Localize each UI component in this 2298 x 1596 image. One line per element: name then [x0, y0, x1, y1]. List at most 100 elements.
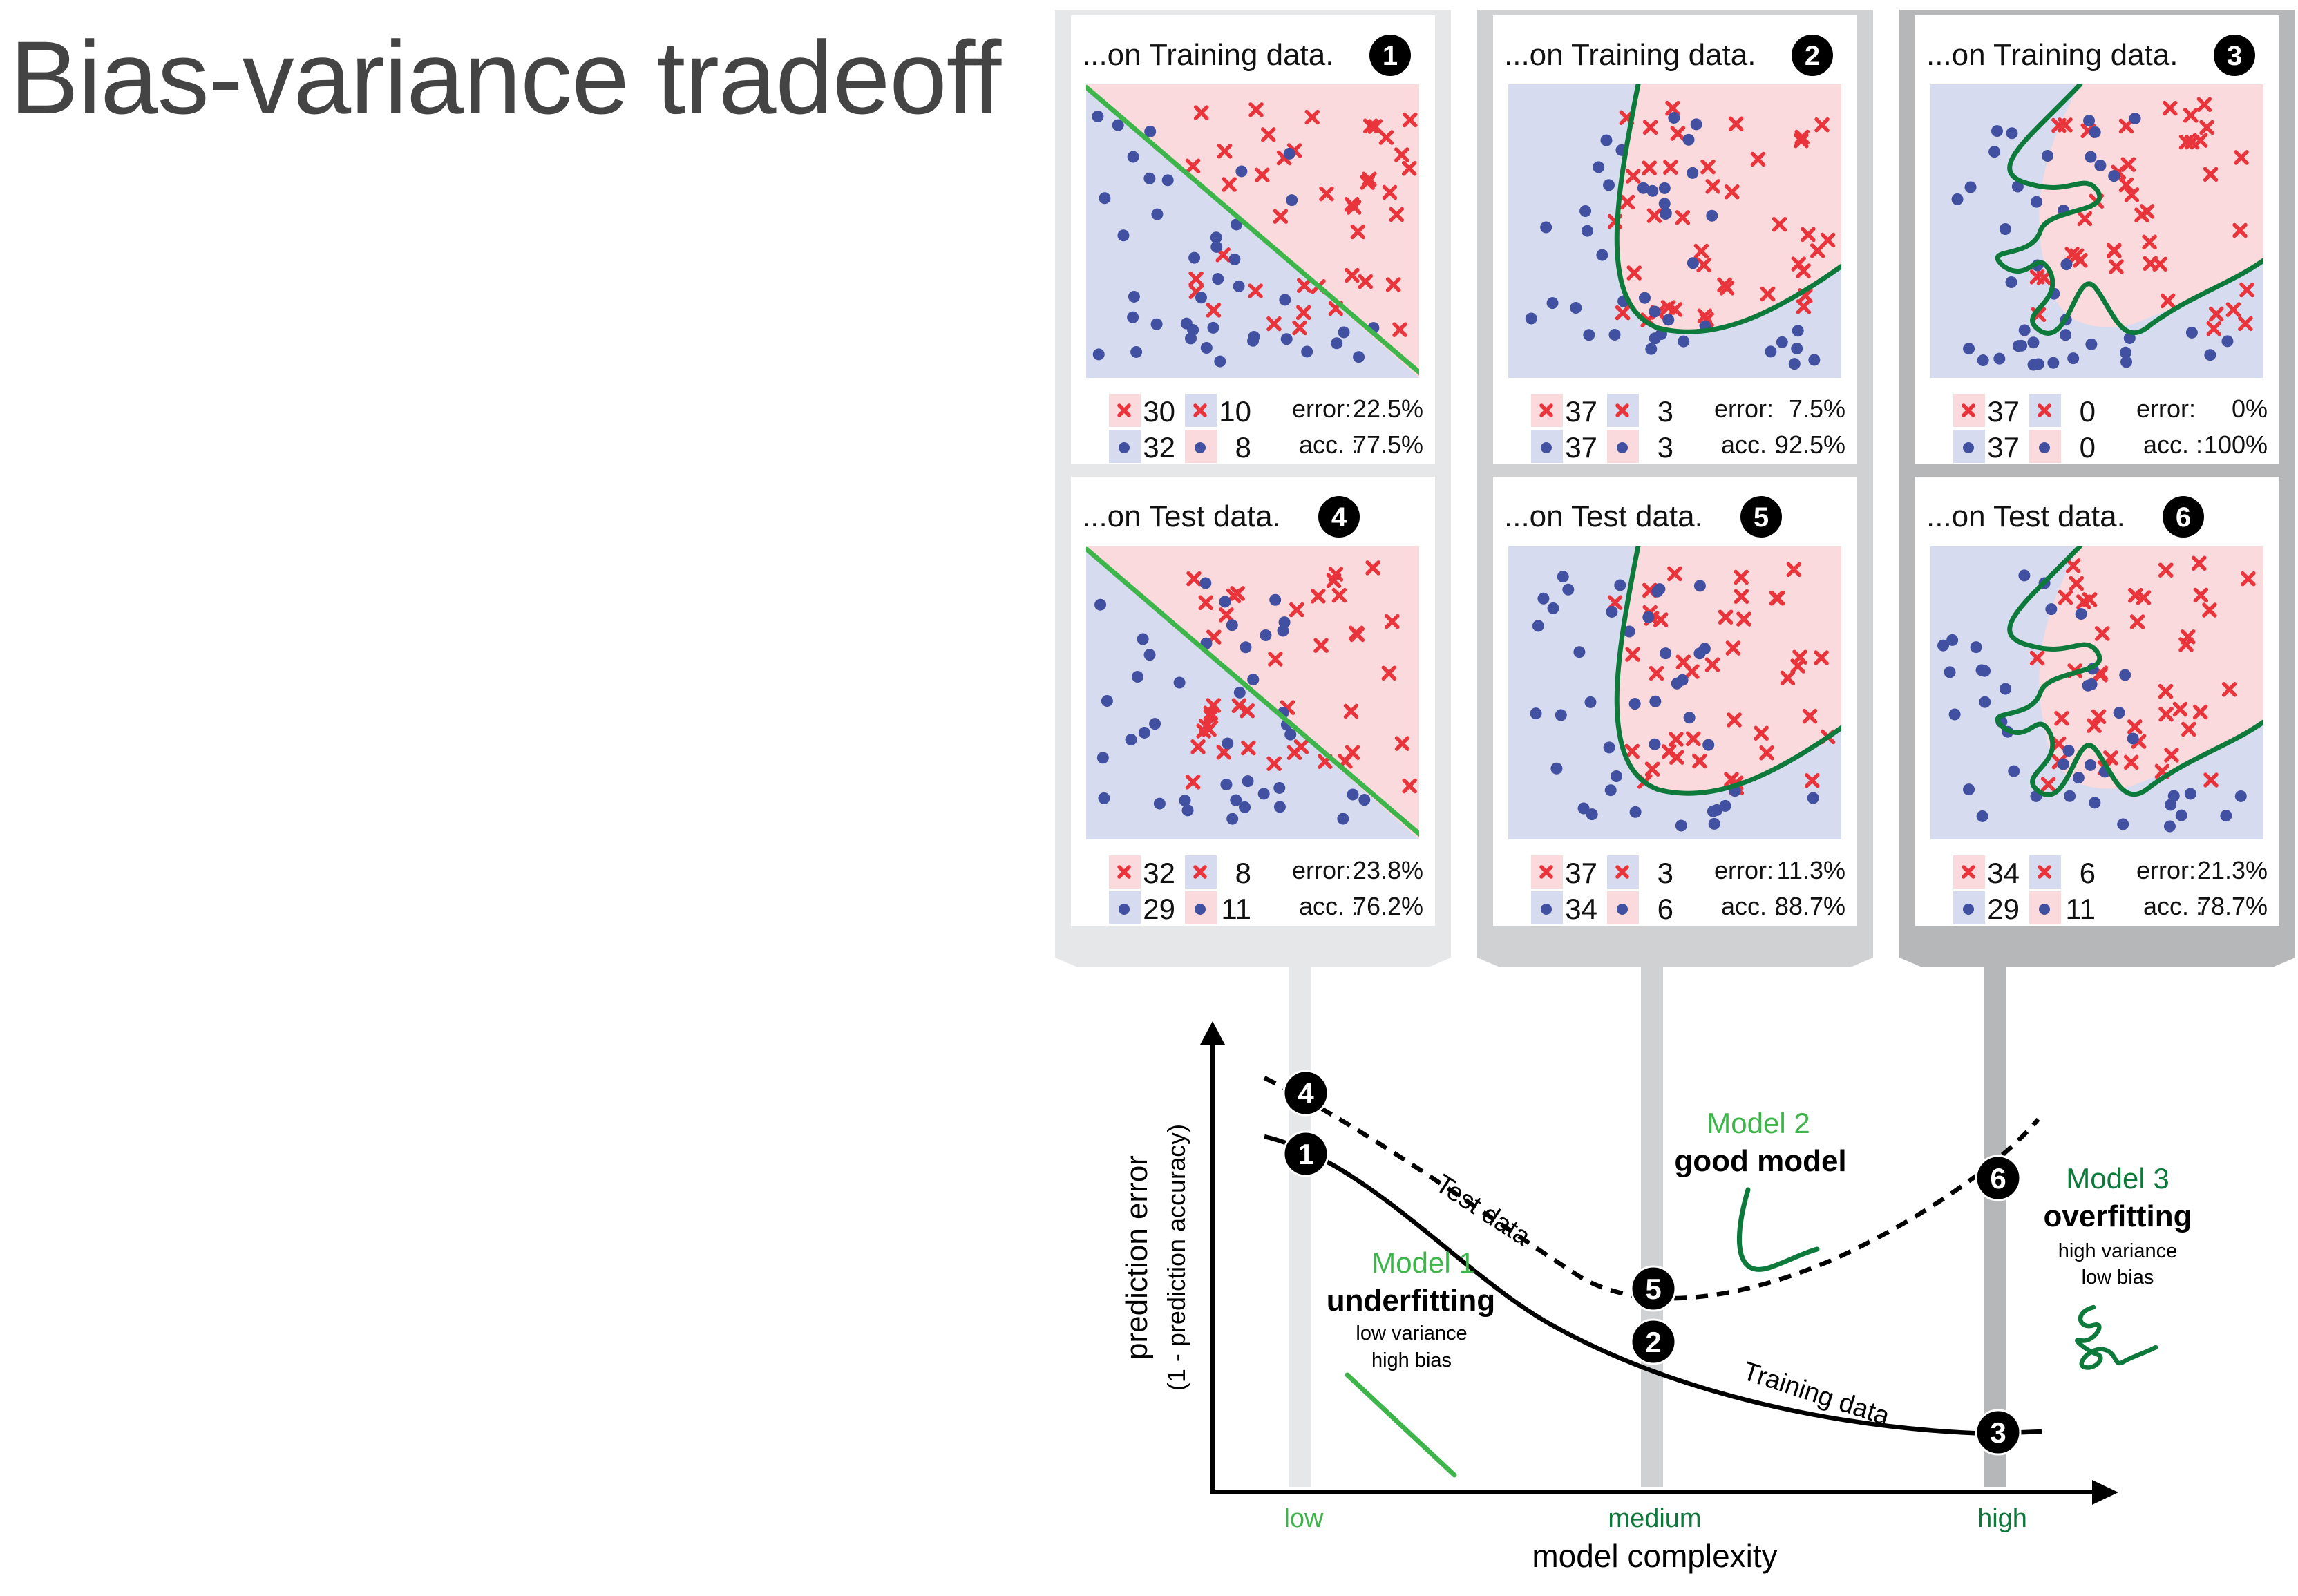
blue-dot-marker [1600, 134, 1613, 146]
red-cross-marker [2239, 282, 2254, 298]
model1-verdict: underfitting [1327, 1284, 1495, 1318]
panel-badge [1740, 496, 1782, 538]
blue-dot-marker [1603, 179, 1615, 191]
scatter-plot [1086, 84, 1419, 378]
red-cross-marker [2058, 117, 2073, 133]
panel-p1: ...on Training data. 1 30 10 32 8 error: 22.5% a… [1071, 15, 1435, 464]
data-markers [1530, 562, 1836, 832]
blue-dot-marker [1119, 442, 1130, 453]
error-value: 11.3% [1777, 856, 1845, 884]
blue-dot-marker [2027, 359, 2040, 371]
blue-dot-marker [1099, 192, 1111, 205]
cm-cell-bg-fp [1217, 394, 1254, 427]
red-cross-marker [2036, 270, 2052, 285]
blue-dot-marker [1791, 342, 1803, 354]
cm-value-fn: 11 [1221, 893, 1251, 925]
blue-dot-marker [1226, 619, 1238, 631]
blue-dot-marker [1557, 571, 1569, 583]
blue-dot-marker [1240, 641, 1252, 654]
blue-dot-marker [1112, 119, 1124, 131]
blue-dot-marker [1671, 677, 1683, 690]
blue-dot-marker [2220, 810, 2232, 822]
red-cross-marker [1734, 589, 1749, 605]
blue-dot-marker [1130, 345, 1143, 358]
model3-name: Model 3 [2066, 1162, 2169, 1195]
red-cross-marker [1539, 403, 1553, 417]
error-value: 0% [2232, 395, 2268, 423]
red-cross-marker [2124, 187, 2140, 202]
red-cross-marker [1728, 116, 1744, 132]
blue-dot-marker [1603, 741, 1615, 754]
blue-dot-marker [1096, 752, 1109, 764]
red-cross-marker [1670, 126, 1686, 141]
red-cross-marker [2158, 706, 2174, 722]
panel-badge [1369, 35, 1411, 76]
panel-badge [2214, 35, 2255, 76]
red-cross-marker [1367, 119, 1383, 134]
red-cross-marker [1241, 740, 1256, 756]
blue-dot-marker [1693, 580, 1706, 592]
blue-dot-marker [2204, 349, 2216, 361]
blue-dot-marker [2064, 790, 2076, 802]
red-cross-marker [1805, 772, 1820, 788]
accuracy-value: 76.2% [1353, 892, 1423, 920]
error-label: error: [2136, 395, 2196, 423]
blue-dot-marker [2167, 790, 2180, 802]
red-cross-marker [1292, 320, 1307, 336]
blue-dot-marker [1979, 696, 1991, 708]
curve-badge-2 [1630, 1318, 1677, 1365]
cm-value-tn: 29 [1987, 893, 2020, 925]
blue-dot-marker [1149, 718, 1161, 730]
red-cross-marker [1231, 698, 1247, 714]
curve-badge-number-2: 2 [1645, 1326, 1661, 1358]
red-cross-marker [1193, 105, 1209, 120]
red-cross-marker [1378, 130, 1394, 145]
red-cross-marker [2158, 562, 2174, 578]
accuracy-label: acc. : [1299, 430, 1358, 459]
cm-cell-bg-tp [1563, 855, 1600, 889]
panel-badge-number: 3 [2227, 41, 2242, 71]
red-cross-marker [1190, 739, 1206, 754]
cm-cell-bg-tn [1141, 430, 1178, 463]
cm-cell-bg-fp [1217, 855, 1254, 889]
scatter-plot [1086, 546, 1419, 839]
cm-cell-bg-tn [1141, 891, 1178, 924]
blue-dot-marker [1239, 801, 1251, 813]
blue-dot-marker [1127, 151, 1139, 163]
blue-dot-marker [1347, 788, 1359, 801]
blue-dot-marker [1150, 318, 1163, 330]
blue-dot-marker [1581, 225, 1593, 237]
blue-dot-marker [1637, 182, 1649, 194]
red-cross-marker [1385, 614, 1400, 629]
curve-badge-1 [1282, 1130, 1329, 1177]
data-markers [1951, 97, 2254, 371]
red-cross-marker [1350, 224, 1366, 240]
blue-dot-marker [1776, 336, 1788, 348]
red-cross-marker [1750, 151, 1766, 167]
blue-dot-marker [1608, 328, 1621, 341]
red-cross-marker [1401, 160, 1417, 176]
blue-dot-marker [2027, 336, 2040, 349]
blue-dot-marker [1719, 799, 1731, 812]
blue-dot-marker [1207, 321, 1219, 334]
blue-dot-marker [1690, 118, 1702, 131]
cm-cell-bg-tn [1985, 891, 2022, 924]
red-cross-marker [2127, 719, 2143, 734]
red-cross-marker [2232, 222, 2248, 238]
red-cross-marker [1198, 595, 1213, 611]
blue-dot-marker [1284, 728, 1297, 741]
panel-heading: ...on Test data. [1082, 500, 1281, 533]
red-cross-marker [1615, 865, 1629, 879]
red-cross-marker [1686, 731, 1701, 747]
scatter-plot [1508, 546, 1841, 839]
blue-dot-marker [2018, 324, 2031, 336]
cm-cell-bg-fp [2061, 394, 2098, 427]
blue-dot-marker [1693, 647, 1706, 660]
red-cross-marker [2118, 177, 2134, 193]
red-cross-marker [2183, 108, 2199, 123]
red-cross-marker [1625, 647, 1640, 662]
red-cross-marker [2158, 683, 2174, 699]
blue-dot-marker [1280, 333, 1293, 345]
red-cross-marker [1736, 611, 1751, 627]
blue-dot-marker [2120, 356, 2133, 368]
